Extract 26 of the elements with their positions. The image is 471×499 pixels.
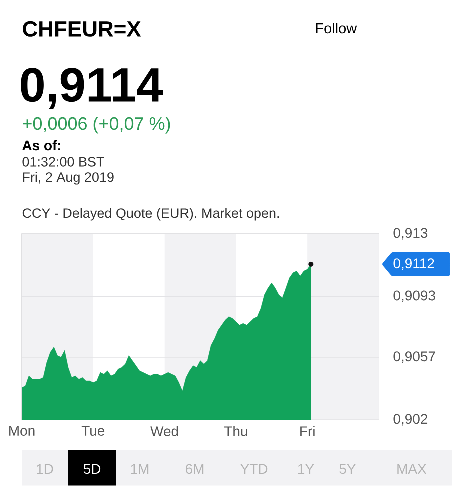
x-tick-label: Mon <box>10 426 35 436</box>
y-tick-label: 0,913 <box>394 228 428 240</box>
text: Fri, 2 Aug 2019 <box>23 172 114 185</box>
chart-title: CHFEUR=X <box>23 21 142 37</box>
y-tick-label: 0,9057 <box>394 352 436 364</box>
text: 5D <box>84 464 101 474</box>
text: 1Y <box>298 464 314 474</box>
text: MAX <box>398 464 427 474</box>
x-tick-label: Thu <box>224 426 248 436</box>
x-tick-label: Wed <box>150 426 178 436</box>
chart-subtitle: 0,9114 <box>21 68 164 110</box>
y-tick-label: 0,902 <box>394 414 428 426</box>
text: 5Y <box>340 464 356 474</box>
text: 1D <box>37 464 54 474</box>
text: 01:32:00 BST <box>22 157 104 167</box>
text: 1M <box>131 464 149 474</box>
text: +0,0006 (+0,07 %) <box>23 116 170 134</box>
x-tick-label: Tue <box>82 426 105 436</box>
text: 6M <box>186 464 204 474</box>
y-tick-label: 0,9093 <box>394 290 436 302</box>
text: YTD <box>240 464 268 474</box>
text: Follow <box>316 22 358 34</box>
text: 0,9112 <box>394 258 434 270</box>
x-tick-label: Fri <box>300 426 315 436</box>
text: CCY - Delayed Quote (EUR). Market open. <box>22 208 280 221</box>
text: As of: <box>22 140 60 151</box>
